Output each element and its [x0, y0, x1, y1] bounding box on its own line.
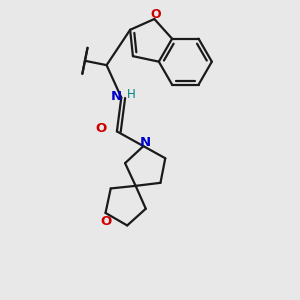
Text: N: N [110, 90, 122, 103]
Text: H: H [127, 88, 136, 101]
Text: O: O [151, 8, 161, 21]
Text: N: N [139, 136, 150, 149]
Text: O: O [95, 122, 106, 135]
Text: O: O [100, 215, 111, 228]
